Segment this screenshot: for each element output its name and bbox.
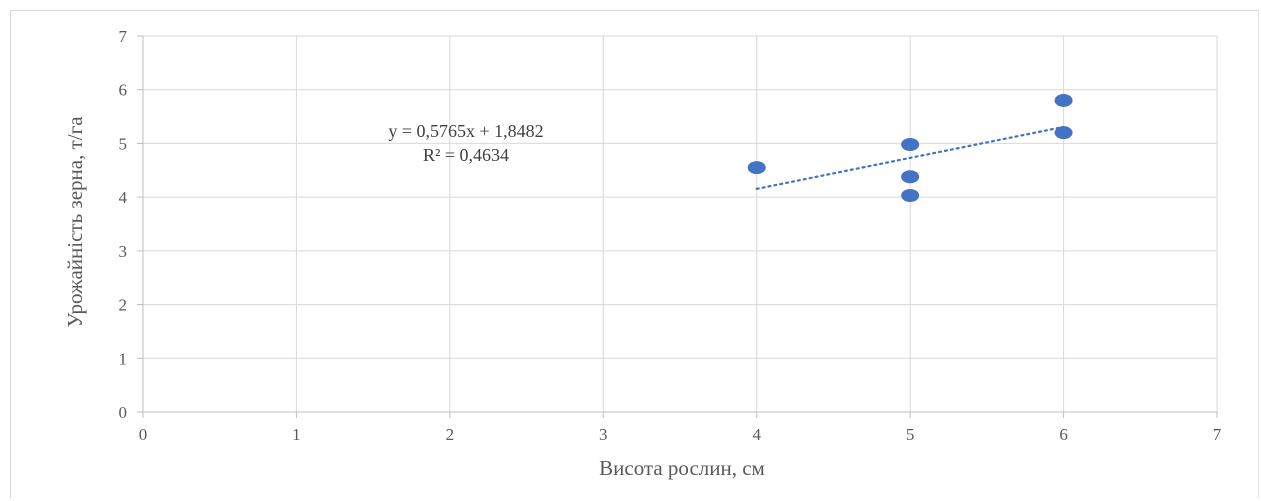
y-axis-title: Урожайність зерна, т/га (63, 116, 87, 328)
data-points (747, 93, 1073, 203)
data-point (1054, 126, 1073, 140)
trendline-equation: y = 0,5765x + 1,8482 (388, 121, 543, 141)
trendline-path (755, 125, 1065, 190)
data-point (901, 138, 920, 152)
data-point (901, 189, 920, 203)
data-point (901, 170, 920, 184)
x-tick-labels: 0 1 2 3 4 5 6 7 (139, 425, 1222, 444)
y-tick-label: 3 (119, 242, 128, 261)
x-tick-label: 5 (906, 425, 915, 444)
y-tick-labels: 0 1 2 3 4 5 6 7 (119, 27, 128, 422)
data-point (747, 161, 766, 175)
x-tick-label: 6 (1059, 425, 1068, 444)
y-tick-label: 6 (119, 81, 128, 100)
y-tick-label: 0 (119, 403, 128, 422)
y-tick-label: 2 (119, 296, 128, 315)
r-squared-label: R² = 0,4634 (423, 145, 509, 165)
x-tick-label: 1 (292, 425, 301, 444)
y-tick-label: 7 (119, 27, 128, 46)
trendline (755, 125, 1065, 190)
y-tick-label: 4 (119, 188, 128, 207)
x-axis-title: Висота рослин, см (599, 456, 765, 480)
x-tick-label: 3 (599, 425, 608, 444)
y-tick-label: 5 (119, 134, 128, 153)
x-tick-label: 0 (139, 425, 148, 444)
gridlines (143, 35, 1218, 412)
chart-frame (10, 10, 1259, 498)
x-tick-label: 7 (1213, 425, 1222, 444)
data-point (1054, 93, 1073, 107)
y-tick-label: 1 (119, 349, 128, 368)
x-tick-label: 2 (446, 425, 455, 444)
x-tick-label: 4 (752, 425, 761, 444)
axes (137, 35, 1218, 418)
